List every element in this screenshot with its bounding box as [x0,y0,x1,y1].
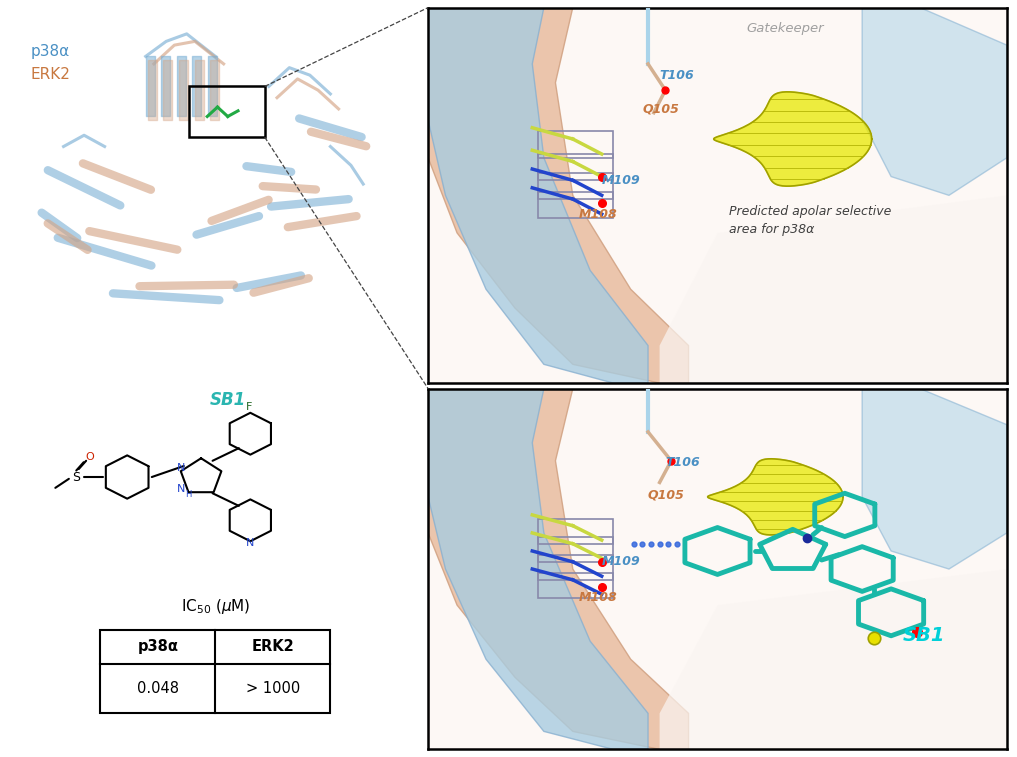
Polygon shape [862,8,1007,195]
Polygon shape [428,388,648,749]
Bar [538,537,613,562]
Text: ERK2: ERK2 [31,67,70,82]
Polygon shape [862,388,1007,569]
Polygon shape [428,8,648,383]
Text: M108: M108 [579,208,617,221]
Text: M108: M108 [579,591,617,605]
Text: M109: M109 [602,174,641,187]
Text: N: N [177,484,186,494]
Text: N: N [245,538,254,548]
Text: p38α: p38α [137,640,178,655]
Bar [538,572,613,598]
Text: Q105: Q105 [643,103,679,116]
Polygon shape [660,569,1007,749]
Text: S: S [72,472,79,484]
Polygon shape [428,8,689,383]
Text: N: N [177,463,186,472]
Text: Q105: Q105 [648,489,684,502]
Text: 0.048: 0.048 [137,681,179,696]
Text: O: O [84,452,94,462]
Text: F: F [245,402,252,413]
Bar [101,631,331,713]
Bar [538,132,613,157]
Text: ERK2: ERK2 [251,640,294,655]
Bar [538,154,613,180]
Text: H: H [185,490,191,499]
Bar [538,192,613,218]
Text: M109: M109 [602,556,641,569]
Bar [189,86,264,137]
Text: T106: T106 [665,456,700,469]
Text: SB1: SB1 [210,391,246,409]
Polygon shape [714,92,872,186]
Polygon shape [428,388,689,749]
Text: p38α: p38α [31,45,70,59]
Text: SB1: SB1 [903,626,945,645]
Bar [538,173,613,199]
Text: > 1000: > 1000 [246,681,300,696]
Text: T106: T106 [660,69,695,82]
Polygon shape [660,195,1007,383]
Text: IC$_{50}$ ($\mu$M): IC$_{50}$ ($\mu$M) [181,597,250,615]
Text: Predicted apolar selective
area for p38α: Predicted apolar selective area for p38α [729,205,892,236]
Bar [538,555,613,580]
Polygon shape [708,459,843,535]
Bar [538,519,613,544]
Text: Gatekeeper: Gatekeeper [746,22,824,35]
